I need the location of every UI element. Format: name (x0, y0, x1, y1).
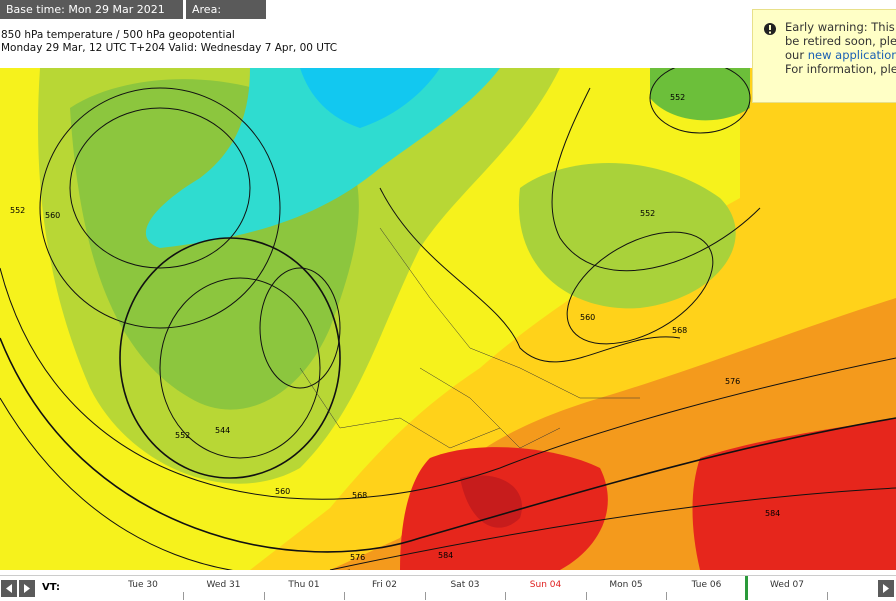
warning-text: our new application. (785, 48, 896, 62)
day-label[interactable]: Fri 02 (372, 580, 397, 590)
day-label[interactable]: Wed 31 (207, 580, 241, 590)
contour-label: 552 (10, 206, 25, 215)
warning-text: Early warning: This ap (785, 20, 896, 34)
chart-title: 850 hPa temperature / 500 hPa geopotenti… (1, 29, 235, 41)
contour-label: 576 (725, 377, 740, 386)
day-label[interactable]: Sun 04 (530, 580, 561, 590)
day-label[interactable]: Wed 07 (770, 580, 804, 590)
contour-label: 584 (765, 509, 780, 518)
contour-label: 584 (438, 551, 453, 560)
area-dropdown[interactable]: Area: Europe (186, 0, 266, 19)
day-label[interactable]: Mon 05 (609, 580, 642, 590)
contour-label: 568 (352, 491, 367, 500)
warning-icon (763, 22, 777, 36)
contour-label: 552 (640, 209, 655, 218)
contour-label: 560 (45, 211, 60, 220)
prev-button[interactable] (1, 580, 17, 597)
contour-label: 560 (580, 313, 595, 322)
current-marker (745, 576, 748, 600)
warning-banner: Early warning: This ap be retired soon, … (752, 9, 896, 103)
next-button[interactable] (19, 580, 35, 597)
day-label[interactable]: Tue 06 (692, 580, 722, 590)
day-label[interactable]: Thu 01 (288, 580, 319, 590)
day-label[interactable]: Sat 03 (450, 580, 479, 590)
weather-map: 552 560 552 544 552 560 568 576 584 552 … (0, 68, 896, 570)
contour-label: 560 (275, 487, 290, 496)
base-time-dropdown[interactable]: Base time: Mon 29 Mar 2021 12 UTC (0, 0, 183, 19)
chart-subtitle: Monday 29 Mar, 12 UTC T+204 Valid: Wedne… (1, 42, 337, 54)
new-application-link[interactable]: new application (808, 48, 896, 62)
contour-label: 568 (672, 326, 687, 335)
contour-label: 552 (175, 431, 190, 440)
timeline: VT: Tue 30 Wed 31 Thu 01 Fri 02 Sat 03 Sun 04… (0, 575, 896, 600)
contour-label: 552 (670, 93, 685, 102)
warning-text: be retired soon, pleas (785, 34, 896, 48)
vt-label: VT: (42, 582, 60, 593)
warning-text: our (785, 48, 804, 62)
warning-text: For information, pleas (785, 62, 896, 76)
contour-label: 544 (215, 426, 230, 435)
contour-label: 576 (350, 553, 365, 562)
day-label[interactable]: Tue 30 (128, 580, 158, 590)
scroll-right-button[interactable] (878, 580, 894, 597)
